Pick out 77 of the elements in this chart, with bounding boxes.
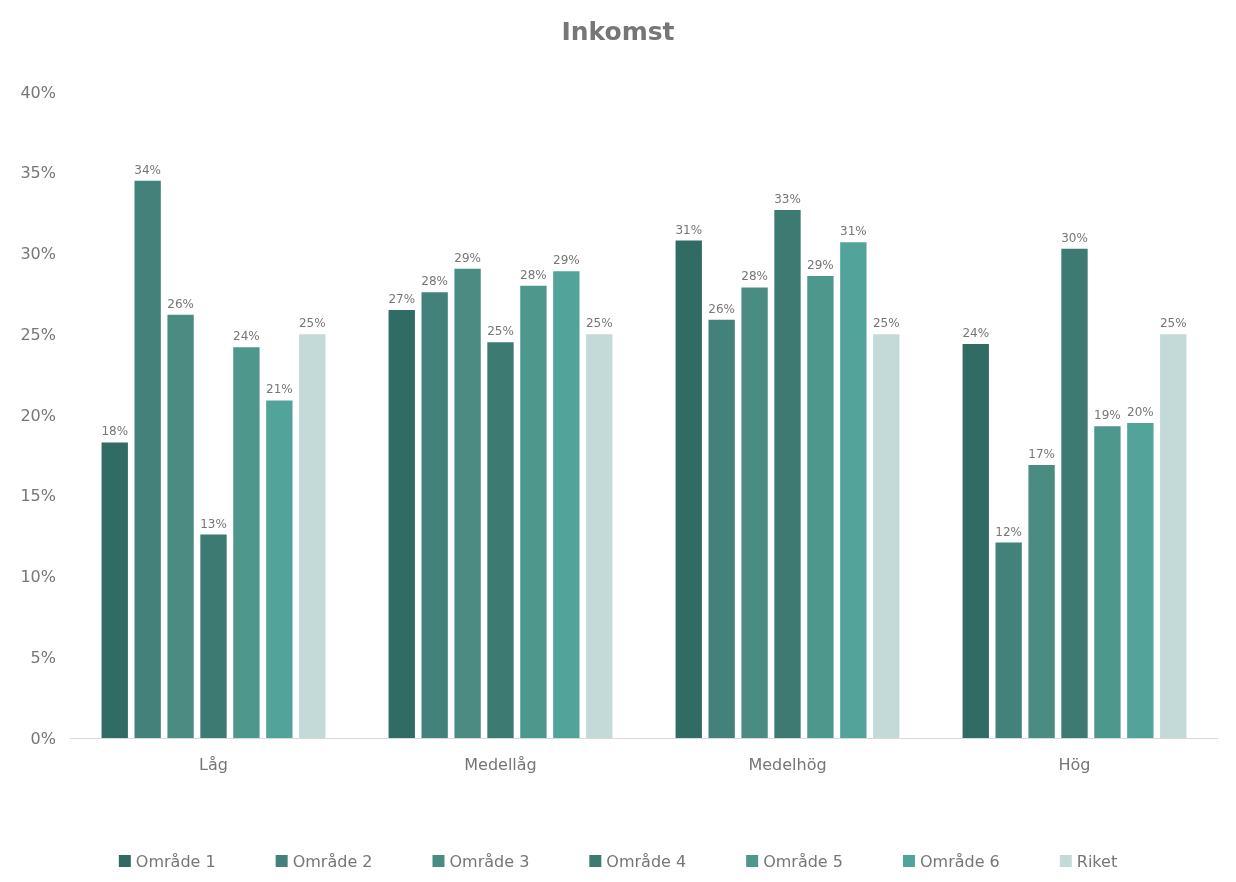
bar (586, 334, 613, 738)
legend-label: Område 4 (606, 851, 687, 871)
y-tick-label: 15% (20, 486, 56, 506)
data-label: 33% (774, 191, 801, 206)
bar (454, 268, 481, 738)
y-tick-label: 5% (30, 647, 56, 667)
data-label: 25% (298, 316, 326, 331)
bar (520, 285, 547, 738)
bar (101, 442, 128, 738)
chart-title: Inkomst (561, 17, 675, 46)
data-label: 25% (872, 316, 900, 331)
data-label: 28% (421, 274, 448, 289)
legend-label: Område 1 (135, 851, 216, 871)
bar (1160, 334, 1187, 738)
data-label: 24% (962, 325, 990, 340)
y-tick-label: 30% (20, 244, 56, 263)
data-label: 25% (1159, 316, 1187, 331)
bar (200, 534, 227, 738)
bar (807, 276, 834, 738)
data-label: 20% (1127, 405, 1154, 420)
bar (675, 240, 702, 738)
x-tick-label: Medellåg (464, 754, 537, 774)
bar (266, 400, 293, 738)
bar (299, 334, 326, 738)
data-label: 24% (233, 329, 260, 344)
x-tick-label: Medelhög (748, 754, 827, 774)
bar (1094, 426, 1121, 738)
data-label: 29% (553, 253, 580, 268)
legend-label: Riket (1076, 851, 1118, 871)
legend-label: Område 5 (763, 851, 843, 871)
data-label: 21% (266, 382, 293, 397)
data-label: 29% (807, 258, 834, 273)
data-label: 26% (167, 296, 194, 311)
data-label: 19% (1094, 408, 1121, 423)
bar (1127, 423, 1154, 738)
data-label: 30% (1061, 230, 1088, 245)
data-label: 18% (101, 424, 129, 439)
bar (167, 314, 194, 738)
y-tick-label: 10% (20, 567, 56, 586)
bar (774, 209, 801, 738)
bar (1028, 465, 1055, 738)
y-tick-label: 20% (20, 405, 56, 425)
data-label: 31% (840, 224, 867, 239)
y-tick-label: 35% (20, 163, 56, 183)
bar (840, 242, 867, 738)
x-tick-label: Hög (1058, 754, 1091, 774)
data-label: 28% (741, 269, 768, 284)
data-label: 17% (1028, 447, 1055, 462)
bar (741, 287, 768, 738)
data-label: 34% (134, 162, 161, 177)
y-tick-label: 0% (30, 728, 56, 748)
y-tick-label: 40% (20, 82, 56, 102)
data-label: 31% (675, 222, 703, 237)
bar (708, 319, 735, 738)
bar (487, 342, 514, 738)
y-tick-label: 25% (20, 324, 56, 344)
bar (1061, 248, 1088, 738)
bar (233, 347, 260, 738)
legend-label: Område 3 (449, 851, 530, 871)
bar (134, 180, 161, 738)
data-label: 28% (520, 267, 547, 282)
data-label: 26% (708, 301, 735, 316)
data-label: 29% (454, 250, 481, 265)
data-label: 12% (995, 524, 1022, 539)
data-label: 27% (388, 292, 416, 307)
bar (553, 271, 580, 738)
bar (421, 292, 448, 738)
x-tick-label: Låg (199, 754, 228, 774)
legend-label: Område 2 (292, 851, 373, 871)
data-label: 25% (585, 316, 613, 331)
data-label: 25% (487, 324, 514, 339)
bar (962, 343, 989, 738)
legend-label: Område 6 (919, 851, 1000, 871)
bar (995, 542, 1022, 738)
bar (873, 334, 900, 738)
bar (388, 310, 415, 738)
data-label: 13% (200, 516, 227, 531)
